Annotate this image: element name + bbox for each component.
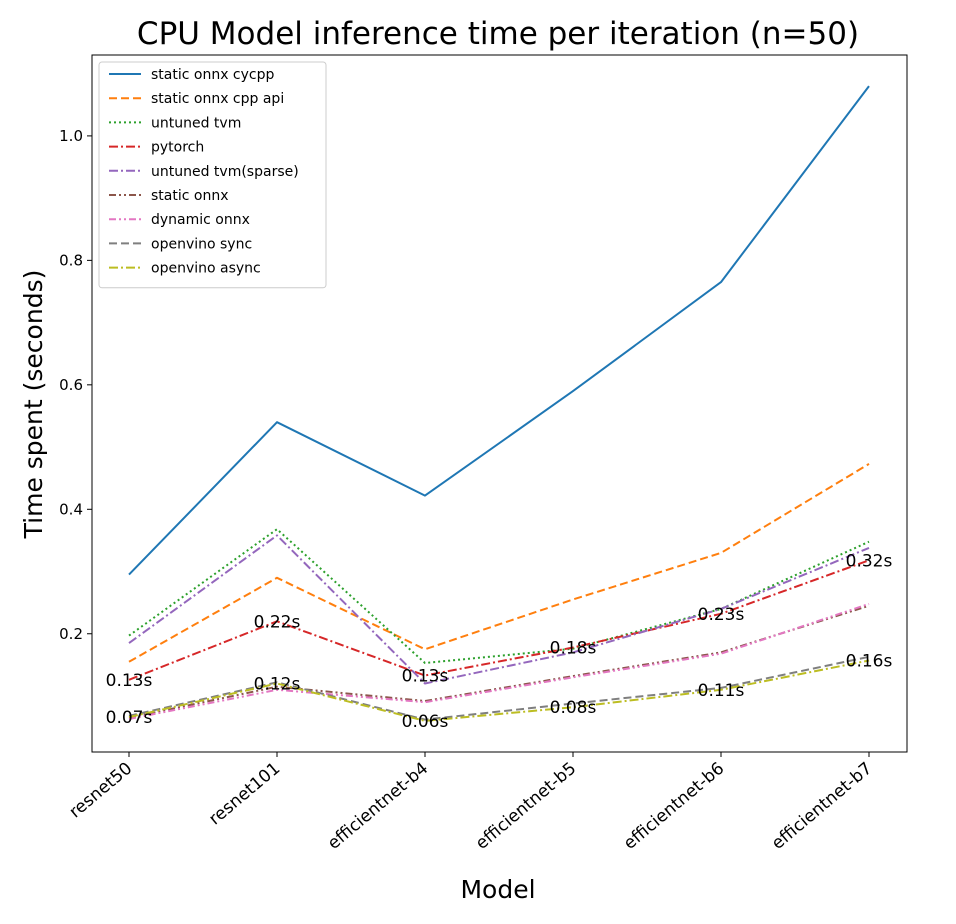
data-label: 0.08s bbox=[550, 698, 597, 718]
y-tick-label: 0.8 bbox=[59, 251, 83, 269]
data-label: 0.12s bbox=[254, 675, 301, 695]
series-line bbox=[128, 463, 870, 663]
x-tick-label: efficientnet-b5 bbox=[472, 759, 580, 854]
data-annotations: 0.13s 0.22s 0.13s 0.18s 0.23s 0.32s 0.07s 0.12s… bbox=[106, 551, 893, 732]
data-label: 0.23s bbox=[698, 605, 745, 625]
x-axis-label: Model bbox=[460, 875, 535, 904]
data-label: 0.11s bbox=[698, 681, 745, 701]
legend: static onnx cycpp static onnx cpp api untu… bbox=[98, 61, 327, 289]
y-tick-label: 1.0 bbox=[59, 127, 83, 145]
legend-entry-label: static onnx cpp api bbox=[151, 91, 284, 107]
y-tick-label: 0.6 bbox=[59, 376, 83, 394]
series-line bbox=[128, 655, 870, 721]
y-axis: 0.2 0.4 0.6 0.8 1.0 bbox=[59, 127, 92, 643]
data-label: 0.06s bbox=[402, 712, 449, 732]
legend-entry-label: untuned tvm bbox=[151, 115, 241, 131]
data-label: 0.22s bbox=[254, 612, 301, 632]
series-line bbox=[128, 659, 870, 722]
data-label: 0.13s bbox=[402, 666, 449, 686]
series-line bbox=[128, 528, 870, 664]
data-label: 0.07s bbox=[106, 708, 153, 728]
x-tick-label: efficientnet-b4 bbox=[324, 759, 432, 854]
legend-entry-label: dynamic onnx bbox=[151, 212, 250, 228]
x-tick-label: resnet50 bbox=[66, 759, 137, 823]
y-axis-label: Time spent (seconds) bbox=[19, 270, 48, 540]
x-tick-label: resnet101 bbox=[205, 759, 284, 830]
series-line bbox=[128, 602, 870, 720]
data-label: 0.16s bbox=[846, 652, 893, 672]
legend-entry-label: static onnx bbox=[151, 188, 229, 204]
chart-title: CPU Model inference time per iteration (… bbox=[137, 16, 859, 52]
series-line bbox=[128, 559, 870, 681]
plot-area-frame bbox=[91, 54, 908, 753]
legend-entry-label: untuned tvm(sparse) bbox=[151, 164, 299, 180]
series-lines bbox=[128, 85, 870, 722]
x-tick-label: efficientnet-b7 bbox=[768, 759, 876, 854]
x-axis: resnet50 resnet101 efficientnet-b4 efficien… bbox=[66, 752, 876, 854]
y-tick-label: 0.4 bbox=[59, 500, 83, 518]
legend-entry-label: pytorch bbox=[151, 140, 204, 156]
y-tick-label: 0.2 bbox=[59, 625, 83, 643]
x-tick-label: efficientnet-b6 bbox=[620, 759, 728, 854]
data-label: 0.13s bbox=[106, 671, 153, 691]
data-label: 0.18s bbox=[550, 638, 597, 658]
data-label: 0.32s bbox=[846, 551, 893, 571]
legend-entry-label: openvino sync bbox=[151, 236, 252, 252]
legend-entry-label: static onnx cycpp bbox=[151, 67, 275, 83]
legend-frame bbox=[98, 61, 327, 289]
legend-entry-label: openvino async bbox=[151, 261, 261, 277]
series-line bbox=[128, 85, 870, 576]
